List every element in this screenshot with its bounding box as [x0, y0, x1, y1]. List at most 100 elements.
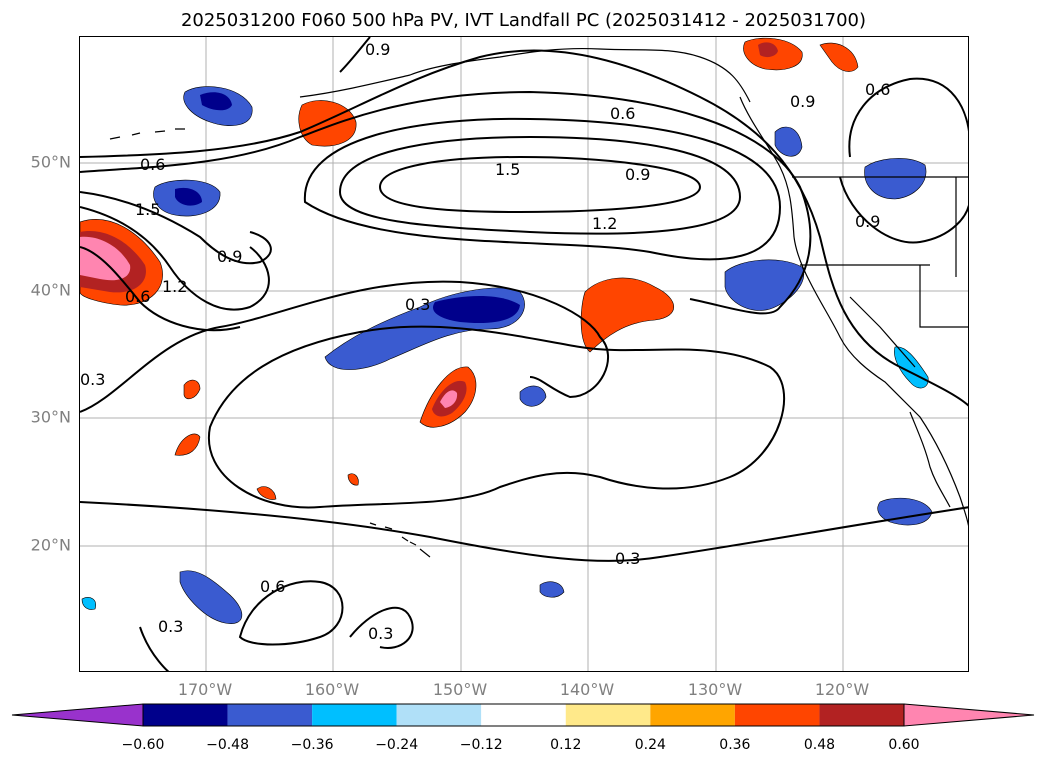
negative-anomaly-small-1 [519, 385, 547, 407]
lat-label-30n: 30°N [30, 407, 71, 427]
contour-label: 0.6 [260, 577, 285, 596]
contour-0-3-south [80, 501, 968, 562]
negative-anomaly-idaho [864, 158, 927, 200]
negative-anomaly-bc [774, 126, 803, 157]
contour-1-2-west [80, 206, 270, 311]
contour-1-5-outer [338, 135, 742, 235]
aleutian-islands [109, 128, 185, 140]
lon-label-130w: 130°W [687, 680, 743, 699]
contour-label: 1.2 [592, 214, 617, 233]
coastline-west-coast [793, 236, 968, 527]
positive-anomaly-small-4 [347, 473, 359, 486]
pv-contours [80, 37, 968, 671]
contour-1-2 [303, 117, 782, 261]
coastline-baja [909, 411, 951, 508]
negative-anomaly-small-3 [81, 597, 96, 610]
negative-anomaly-nw-core [200, 92, 232, 111]
contour-label: 0.3 [158, 617, 183, 636]
contour-1-5-inner [378, 155, 702, 214]
positive-anomaly-west-peak [80, 236, 131, 281]
shading-layer [80, 37, 933, 624]
colorbar-segment [143, 704, 228, 726]
lat-label-50n: 50°N [30, 152, 71, 172]
coastlines [109, 47, 968, 558]
lon-label-170w: 170°W [177, 680, 233, 699]
map-panel: 0.9 0.6 0.6 1.5 1.5 0.9 1.2 0.9 0.6 1.2 … [79, 36, 969, 672]
contour-0-6-sw [238, 580, 344, 646]
coastline-bc-wa [739, 96, 795, 238]
colorbar-segment [396, 704, 482, 726]
positive-anomaly-small-1 [183, 379, 201, 400]
contour-0-6-ne [848, 77, 968, 158]
contour-0-9-nw [339, 37, 371, 73]
colorbar-tick-label: −0.48 [206, 737, 249, 753]
colorbar-tick-label: −0.12 [459, 737, 503, 753]
colorbar-segment [227, 704, 313, 726]
map-canvas: 0.9 0.6 0.6 1.5 1.5 0.9 1.2 0.9 0.6 1.2 … [80, 37, 968, 671]
contour-label: 0.6 [140, 155, 165, 174]
border-states [800, 177, 968, 368]
lat-label-20n: 20°N [30, 535, 71, 555]
lon-label-140w: 140°W [559, 680, 615, 699]
contour-label: 1.5 [135, 200, 160, 219]
colorbar-outline [142, 703, 905, 727]
contour-label: 0.6 [125, 287, 150, 306]
positive-anomaly-central [580, 277, 674, 353]
lon-label-150w: 150°W [432, 680, 488, 699]
contour-label: 0.9 [855, 212, 880, 231]
graticule [80, 37, 968, 671]
colorbar [11, 703, 1035, 727]
colorbar-tick-label: 0.12 [550, 737, 582, 753]
negative-anomaly-hawaii-south [179, 570, 243, 624]
colorbar-tick-label: 0.48 [803, 737, 836, 753]
positive-anomaly-gulf [298, 100, 357, 147]
negative-anomaly-east [724, 259, 804, 311]
positive-anomaly-small-3 [256, 486, 277, 500]
contour-0-6 [80, 49, 968, 407]
contour-label: 0.9 [217, 247, 242, 266]
colorbar-tick-label: 0.60 [888, 737, 920, 753]
contour-0-3-sw [139, 606, 414, 671]
positive-anomaly-ne-corner [819, 42, 859, 72]
contour-0-9 [80, 90, 812, 315]
positive-anomaly-subtropical-peak [440, 390, 458, 408]
lon-label-160w: 160°W [304, 680, 360, 699]
colorbar-segment [481, 704, 566, 726]
negative-anomaly-central-core [432, 296, 520, 324]
contour-label: 0.3 [80, 370, 105, 389]
contour-label: 0.3 [405, 295, 430, 314]
colorbar-tick-label: −0.36 [290, 737, 334, 753]
colorbar-tick-label: −0.60 [121, 737, 165, 753]
colorbar-tick-label: 0.24 [634, 737, 666, 753]
contour-label: 0.6 [610, 104, 635, 123]
map-title: 2025031200 F060 500 hPa PV, IVT Landfall… [180, 10, 867, 31]
colorbar-extend-max [903, 703, 1035, 727]
contour-0-6-west [80, 246, 241, 332]
lon-label-120w: 120°W [814, 680, 870, 699]
colorbar-segments [11, 703, 1035, 727]
contour-0-9-west [80, 191, 272, 265]
positive-anomaly-small-2 [174, 433, 201, 456]
negative-anomaly-small-2 [539, 581, 565, 598]
colorbar-segment [819, 704, 904, 726]
contour-label: 1.2 [162, 277, 187, 296]
contour-label: 1.5 [495, 160, 520, 179]
coastline-alaska [299, 47, 751, 103]
positive-anomaly-bc-core [758, 42, 778, 58]
hawaii-islands [369, 522, 431, 558]
contour-label: 0.9 [625, 165, 650, 184]
colorbar-segment [312, 704, 397, 726]
contour-label: 0.3 [368, 624, 393, 643]
contour-0-9-ne [839, 176, 968, 244]
colorbar-tick-label: 0.36 [719, 737, 751, 753]
negative-anomaly-mexico [877, 497, 933, 526]
contour-label: 0.9 [790, 92, 815, 111]
colorbar-segment [650, 704, 735, 726]
colorbar-segment [565, 704, 651, 726]
contour-0-3-loop [207, 325, 786, 509]
contour-label: 0.9 [365, 40, 390, 59]
contour-label: 0.6 [865, 80, 890, 99]
colorbar-extend-min [11, 703, 144, 727]
contour-label: 0.3 [615, 549, 640, 568]
lat-label-40n: 40°N [30, 280, 71, 300]
